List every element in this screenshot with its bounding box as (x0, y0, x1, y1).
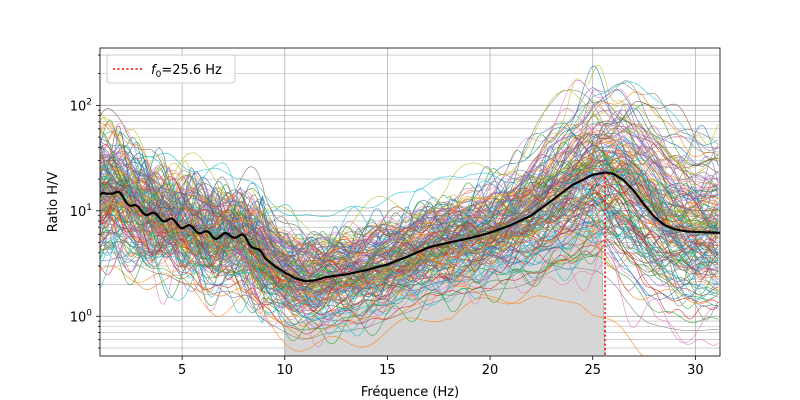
individual-curve (100, 156, 719, 315)
legend-box (106, 54, 236, 84)
individual-curve (100, 241, 719, 340)
legend-peak-label: f0=25.6 Hz (151, 63, 222, 80)
individual-curve (100, 265, 644, 356)
x-axis-ticks: 5 10 15 20 25 30 (178, 356, 704, 378)
individual-curve (100, 131, 719, 273)
individual-curve (100, 178, 719, 279)
individual-curve (100, 171, 719, 302)
y-axis-ticks: 100 101 102 (70, 54, 100, 349)
individual-curve (100, 89, 719, 329)
individual-curve (100, 65, 719, 267)
individual-curve (100, 89, 719, 244)
individual-curve (100, 202, 719, 325)
y-tick-label: 102 (70, 97, 92, 114)
individual-curve (100, 158, 719, 260)
x-axis-label: Fréquence (Hz) (361, 385, 459, 400)
y-tick-label: 100 (70, 308, 93, 325)
individual-curve (100, 223, 719, 352)
individual-curve (100, 152, 719, 285)
x-tick-label: 15 (379, 363, 396, 378)
individual-curve (100, 137, 719, 302)
plot-area (100, 64, 720, 356)
x-tick-label: 10 (276, 363, 293, 378)
individual-curve (100, 158, 719, 333)
individual-curve (100, 203, 719, 310)
individual-curve (100, 80, 719, 254)
individual-curve (100, 206, 719, 321)
legend: f0=25.6 Hz (106, 54, 236, 84)
x-tick-label: 20 (482, 363, 499, 378)
legend-label-prefix: f (151, 63, 158, 78)
individual-curve (100, 185, 719, 308)
individual-curve (100, 81, 719, 276)
x-tick-label: 25 (584, 363, 601, 378)
individual-curve (100, 144, 719, 277)
median-line (100, 171, 720, 283)
x-tick-label: 30 (687, 363, 704, 378)
individual-curve (100, 201, 719, 308)
individual-curve (100, 104, 719, 251)
individual-curve (100, 130, 719, 240)
x-tick-label: 5 (178, 363, 186, 378)
plot-frame (99, 47, 721, 357)
y-tick-label: 101 (70, 203, 92, 220)
individual-curve (100, 131, 719, 259)
individual-curve (100, 110, 719, 259)
individual-curve (100, 127, 719, 263)
median-curve (100, 171, 720, 283)
legend-label-subscript: 0 (156, 70, 162, 80)
individual-curve (100, 150, 719, 294)
individual-curve (100, 207, 719, 348)
legend-label-suffix: =25.6 Hz (161, 63, 222, 78)
individual-curve (100, 230, 719, 331)
individual-curve (100, 190, 719, 312)
individual-curve (100, 103, 719, 303)
individual-curve (100, 132, 719, 288)
individual-curve (100, 124, 719, 246)
y-axis-label: Ratio H/V (46, 172, 61, 233)
individual-curve (100, 175, 719, 301)
individual-curve (100, 216, 719, 335)
